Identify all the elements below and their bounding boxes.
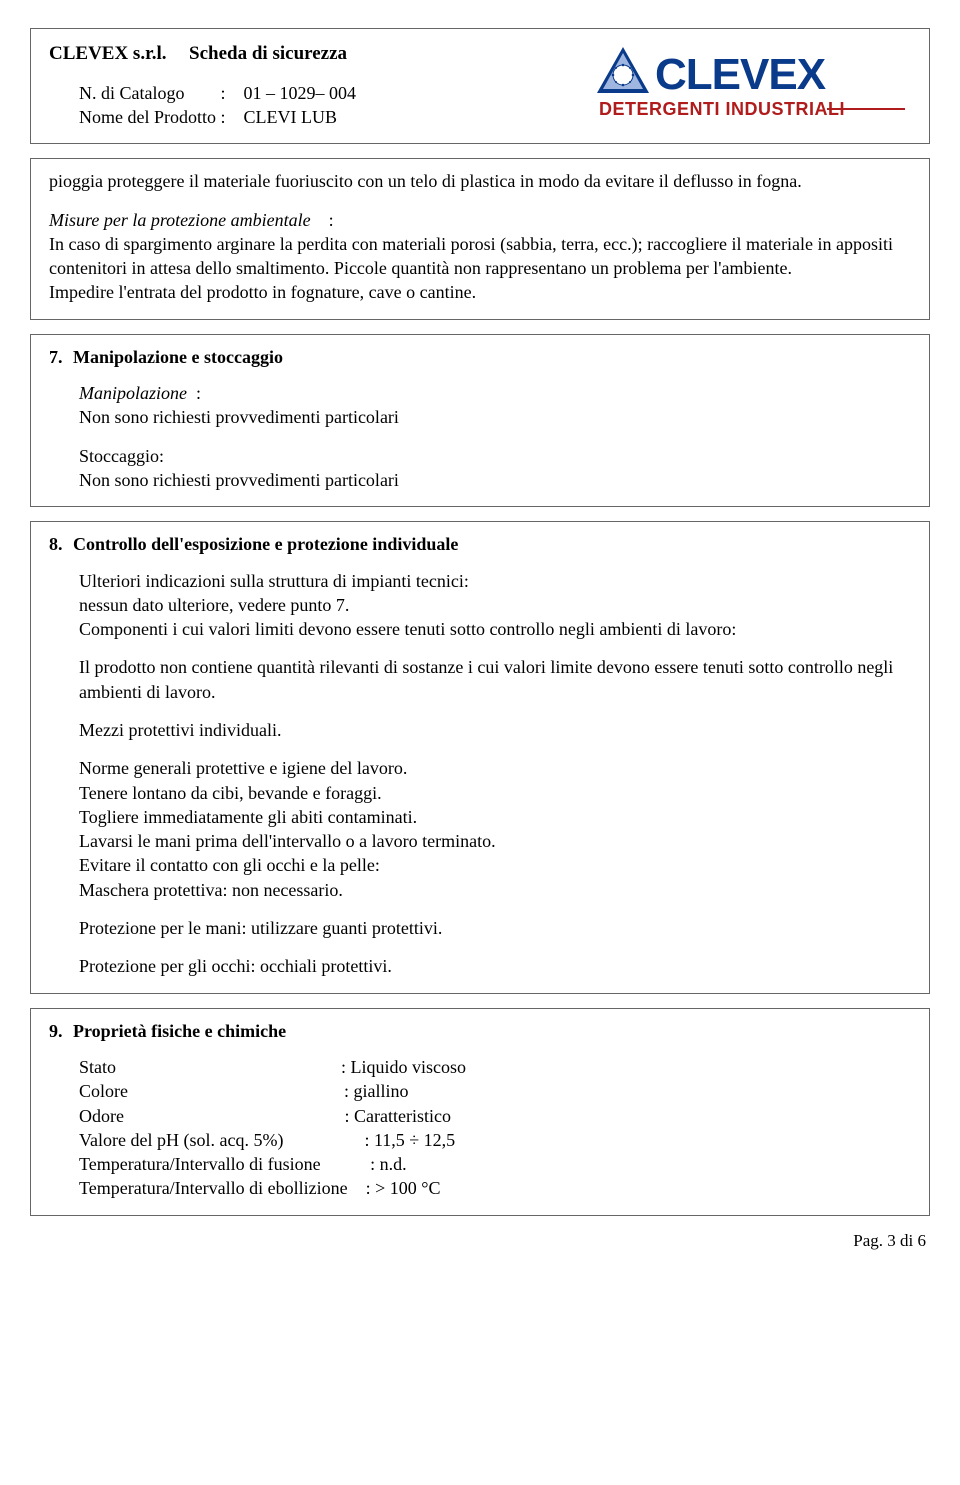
s9-row-4: Temperatura/Intervallo di fusione : n.d. [79,1152,911,1176]
s7-body: Manipolazione : Non sono richiesti provv… [49,381,911,492]
s8-num: 8. [49,534,63,554]
page: CLEVEX s.r.l. Scheda di sicurezza N. di … [0,0,960,1273]
s9-row-0-value: : Liquido viscoso [341,1057,466,1077]
s9-row-1-value: : giallino [344,1081,409,1101]
svg-text:DETERGENTI INDUSTRIALI: DETERGENTI INDUSTRIALI [599,99,845,119]
s8-p3: Componenti i cui valori limiti devono es… [79,617,911,641]
s9-num: 9. [49,1021,63,1041]
s9-row-0: Stato : Liquido viscoso [79,1055,911,1079]
s8-p2: nessun dato ulteriore, vedere punto 7. [79,593,911,617]
s8-title: Controllo dell'esposizione e protezione … [73,534,458,554]
s6-measures-block: Misure per la protezione ambientale : In… [49,208,911,305]
s8-p10: Evitare il contatto con gli occhi e la p… [79,853,911,877]
s7-manip-label: Manipolazione [79,383,187,403]
s8-head: 8. Controllo dell'esposizione e protezio… [49,532,911,556]
catalog-label: N. di Catalogo [79,83,185,103]
s9-row-5-value: : > 100 °C [366,1178,441,1198]
s8-p7: Tenere lontano da cibi, bevande e foragg… [79,781,911,805]
section-9: 9. Proprietà fisiche e chimiche Stato : … [30,1008,930,1216]
product-sep: : [221,107,226,127]
s9-row-2-label: Odore [79,1106,124,1126]
s8-p1: Ulteriori indicazioni sulla struttura di… [79,569,911,593]
s9-row-4-value: : n.d. [370,1154,407,1174]
section-6-cont: pioggia proteggere il materiale fuoriusc… [30,158,930,319]
s8-p8: Togliere immediatamente gli abiti contam… [79,805,911,829]
s9-row-3: Valore del pH (sol. acq. 5%) : 11,5 ÷ 12… [79,1128,911,1152]
s7-manip-block: Manipolazione : Non sono richiesti provv… [79,381,911,430]
page-footer: Pag. 3 di 6 [30,1230,930,1253]
header-title-line: CLEVEX s.r.l. Scheda di sicurezza [49,41,595,67]
s8-p13: Protezione per gli occhi: occhiali prote… [79,954,911,978]
s6-measures-label: Misure per la protezione ambientale [49,210,311,230]
product-row: Nome del Prodotto : CLEVI LUB [79,105,595,129]
s8-body: Ulteriori indicazioni sulla struttura di… [49,569,911,979]
s9-body: Stato : Liquido viscoso Colore : giallin… [49,1055,911,1201]
s6-measures-head: Misure per la protezione ambientale : [49,208,911,232]
s8-block1: Ulteriori indicazioni sulla struttura di… [79,569,911,642]
s6-measures-sep: : [329,210,334,230]
s9-row-3-value: : 11,5 ÷ 12,5 [364,1130,455,1150]
s9-row-0-label: Stato [79,1057,116,1077]
s6-p3: Impedire l'entrata del prodotto in fogna… [49,280,911,304]
s9-row-2-value: : Caratteristico [344,1106,450,1126]
product-value: CLEVI LUB [244,107,338,127]
sheet-title: Scheda di sicurezza [189,43,347,64]
s8-block2: Norme generali protettive e igiene del l… [79,756,911,902]
s6-p1: pioggia proteggere il materiale fuoriusc… [49,169,911,193]
s7-stor-label: Stoccaggio: [79,444,911,468]
s9-row-5: Temperatura/Intervallo di ebollizione : … [79,1176,911,1200]
logo: CLEVEX DETERGENTI INDUSTRIALI [595,41,911,123]
s9-title: Proprietà fisiche e chimiche [73,1021,286,1041]
s8-p11: Maschera protettiva: non necessario. [79,878,911,902]
s8-p6: Norme generali protettive e igiene del l… [79,756,911,780]
s8-p4: Il prodotto non contiene quantità rileva… [79,655,911,704]
catalog-block: N. di Catalogo : 01 – 1029– 004 Nome del… [49,81,595,130]
s7-stor-text: Non sono richiesti provvedimenti partico… [79,468,911,492]
s9-row-1-label: Colore [79,1081,128,1101]
s9-row-2: Odore : Caratteristico [79,1104,911,1128]
company-name: CLEVEX s.r.l. [49,43,167,64]
s7-title: Manipolazione e stoccaggio [73,347,283,367]
s9-row-4-label: Temperatura/Intervallo di fusione [79,1154,321,1174]
product-label: Nome del Prodotto [79,107,216,127]
s8-p9: Lavarsi le mani prima dell'intervallo o … [79,829,911,853]
header-left: CLEVEX s.r.l. Scheda di sicurezza N. di … [49,41,595,129]
s9-row-5-label: Temperatura/Intervallo di ebollizione [79,1178,348,1198]
s7-head: 7. Manipolazione e stoccaggio [49,345,911,369]
catalog-value: 01 – 1029– 004 [244,83,357,103]
s9-row-3-label: Valore del pH (sol. acq. 5%) [79,1130,283,1150]
section-8: 8. Controllo dell'esposizione e protezio… [30,521,930,993]
section-7: 7. Manipolazione e stoccaggio Manipolazi… [30,334,930,507]
svg-text:CLEVEX: CLEVEX [655,50,826,99]
s6-p2: In caso di spargimento arginare la perdi… [49,232,911,281]
s7-manip-text: Non sono richiesti provvedimenti partico… [79,405,911,429]
s7-manip-head: Manipolazione : [79,381,911,405]
clevex-logo-icon: CLEVEX DETERGENTI INDUSTRIALI [595,45,905,123]
catalog-sep: : [221,83,226,103]
s8-p5: Mezzi protettivi individuali. [79,718,911,742]
s7-manip-sep: : [196,383,201,403]
s7-num: 7. [49,347,63,367]
s7-stor-block: Stoccaggio: Non sono richiesti provvedim… [79,444,911,493]
s8-p12: Protezione per le mani: utilizzare guant… [79,916,911,940]
header-box: CLEVEX s.r.l. Scheda di sicurezza N. di … [30,28,930,144]
s9-head: 9. Proprietà fisiche e chimiche [49,1019,911,1043]
catalog-row: N. di Catalogo : 01 – 1029– 004 [79,81,595,105]
s9-row-1: Colore : giallino [79,1079,911,1103]
